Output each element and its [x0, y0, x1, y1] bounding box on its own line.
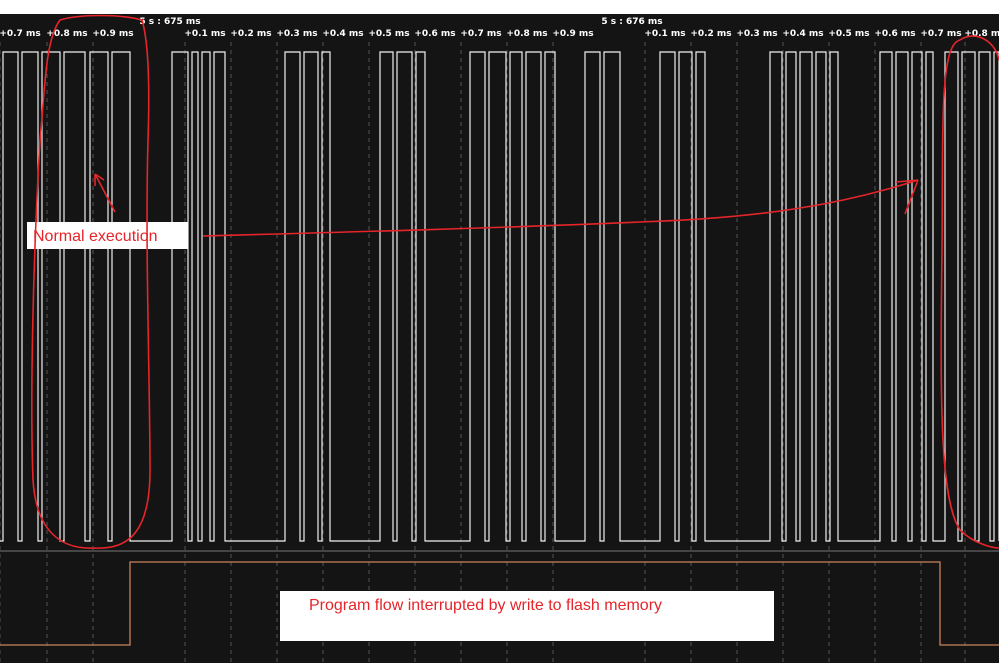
ruler-tick: +0.7 ms	[920, 29, 961, 39]
channel-1-signal	[0, 51, 999, 542]
ruler-tick: +0.2 ms	[230, 29, 271, 39]
ruler-marker: 5 s : 675 ms	[139, 17, 200, 27]
background	[0, 14, 999, 663]
ruler-tick: +0.9 ms	[552, 29, 593, 39]
ruler-tick: +0.2 ms	[690, 29, 731, 39]
ruler-tick: +0.6 ms	[414, 29, 455, 39]
ruler-tick: +0.1 ms	[184, 29, 225, 39]
ruler-tick: +0.5 ms	[368, 29, 409, 39]
note-box	[280, 591, 774, 641]
ruler-tick: +0.9 ms	[92, 29, 133, 39]
note-flash: Program flow interrupted by write to fla…	[309, 597, 662, 614]
ruler-tick: +0.3 ms	[276, 29, 317, 39]
ruler-tick: +0.8 ms	[46, 29, 87, 39]
ruler-tick: +0.6 ms	[874, 29, 915, 39]
ruler-tick: +0.7 ms	[0, 29, 41, 39]
note-box	[27, 222, 188, 249]
annotation-marks	[31, 14, 999, 549]
ruler-tick: +0.3 ms	[736, 29, 777, 39]
ruler-tick: +0.8 ms	[964, 29, 999, 39]
ruler-tick: +0.4 ms	[322, 29, 363, 39]
ruler-tick: +0.8 ms	[506, 29, 547, 39]
channel-2-signal	[0, 561, 999, 646]
ruler-tick: +0.4 ms	[782, 29, 823, 39]
note-normal: Normal execution	[33, 228, 158, 245]
ruler-marker: 5 s : 676 ms	[601, 17, 662, 27]
ruler-tick: +0.1 ms	[644, 29, 685, 39]
ruler-tick: +0.7 ms	[460, 29, 501, 39]
ruler-tick: +0.5 ms	[828, 29, 869, 39]
